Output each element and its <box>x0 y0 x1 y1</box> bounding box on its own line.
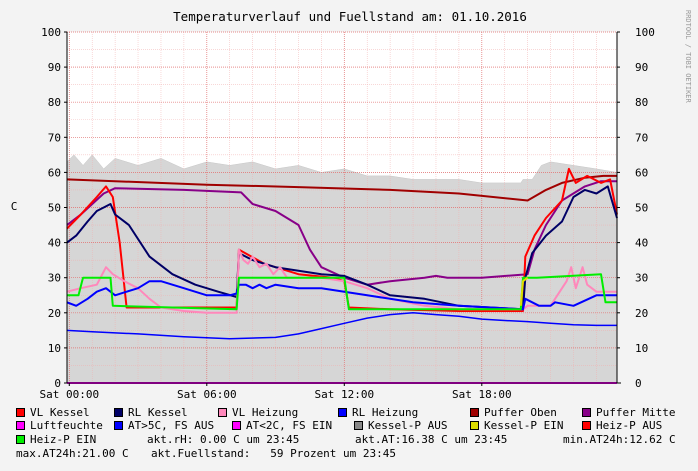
y-tick-label-left: 100 <box>41 26 61 39</box>
x-tick-label: Sat 12:00 <box>314 388 374 401</box>
y-tick-label-left: 90 <box>48 61 61 74</box>
plot-area: 0 0 10 10 20 20 30 30 40 40 50 50 60 60 70 70 80 80 90 90 10… <box>39 26 654 401</box>
x-tick-label: Sat 00:00 <box>39 388 99 401</box>
y-tick-label-right: 70 <box>635 131 648 144</box>
y-tick-label-right: 90 <box>635 61 648 74</box>
y-tick-label-right: 20 <box>635 307 648 320</box>
status-min-at: min.AT24h:12.62 C <box>563 433 676 446</box>
status-max-at: max.AT24h:21.00 C <box>16 447 129 460</box>
y-tick-label-right: 80 <box>635 96 648 109</box>
y-tick-label-right: 30 <box>635 272 648 285</box>
watermark: RRDTOOL / TOBI OETIKER <box>684 10 692 104</box>
series-line-3 <box>66 185 618 311</box>
y-tick-label-left: 70 <box>48 131 61 144</box>
y-tick-label-right: 60 <box>635 166 648 179</box>
y-tick-label-left: 0 <box>54 377 61 390</box>
y-tick-label-right: 50 <box>635 202 648 215</box>
status-fuellstand: akt.Fuellstand: 59 Prozent um 23:45 <box>151 447 397 460</box>
y-tick-label-right: 40 <box>635 237 648 250</box>
y-tick-label-left: 30 <box>48 272 61 285</box>
status-rh: akt.rH: 0.00 C um 23:45 <box>147 433 300 446</box>
y-axis-label: C <box>11 200 18 213</box>
y-tick-label-right: 100 <box>635 26 655 39</box>
chart-title: Temperaturverlauf und Fuellstand am: 01.… <box>173 9 527 24</box>
y-tick-label-right: 10 <box>635 342 648 355</box>
series-line-8 <box>66 312 617 340</box>
x-tick-label: Sat 06:00 <box>177 388 237 401</box>
series-line-6 <box>67 273 617 311</box>
status-at: akt.AT:16.38 C um 23:45 <box>355 433 508 446</box>
series-line-7 <box>519 276 529 306</box>
x-tick-label: Sat 18:00 <box>452 388 512 401</box>
y-tick-label-left: 50 <box>48 202 61 215</box>
y-tick-label-left: 60 <box>48 166 61 179</box>
y-tick-label-left: 40 <box>48 237 61 250</box>
series-line-4 <box>66 248 617 314</box>
y-tick-label-left: 20 <box>48 307 61 320</box>
series-line-5 <box>66 280 617 311</box>
y-tick-label-left: 10 <box>48 342 61 355</box>
y-tick-label-right: 0 <box>635 377 642 390</box>
y-tick-label-left: 80 <box>48 96 61 109</box>
